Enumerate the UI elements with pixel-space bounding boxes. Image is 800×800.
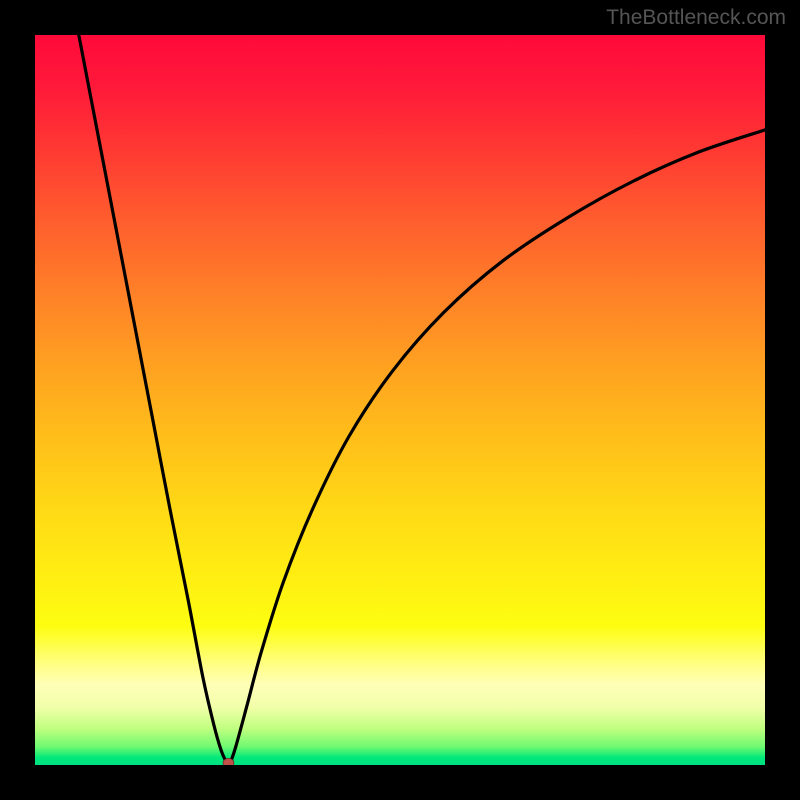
minimum-marker — [223, 758, 234, 765]
bottleneck-chart — [35, 35, 765, 765]
chart-svg — [35, 35, 765, 765]
watermark-text: TheBottleneck.com — [606, 6, 786, 30]
gradient-background — [35, 35, 765, 765]
